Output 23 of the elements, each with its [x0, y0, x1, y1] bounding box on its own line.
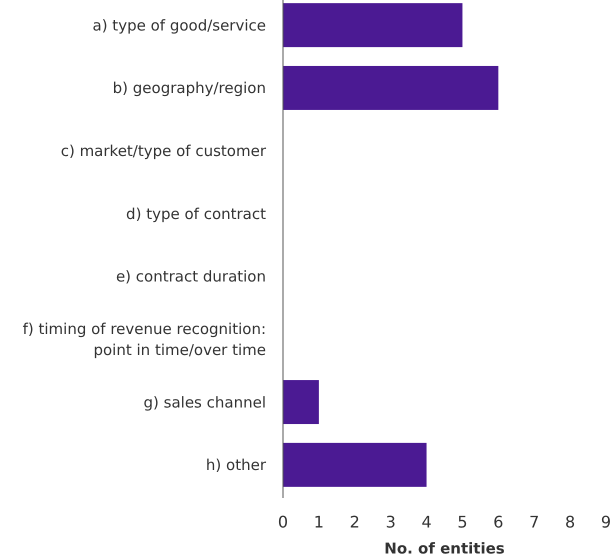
y-tick-label: b) geography/region: [112, 79, 266, 98]
y-tick-label: g) sales channel: [144, 393, 266, 412]
x-tick-label: 3: [386, 512, 396, 532]
bar: [283, 442, 427, 487]
x-tick-label: 8: [565, 512, 576, 532]
y-tick-label: e) contract duration: [116, 268, 266, 286]
x-tick-label: 6: [493, 512, 504, 532]
y-tick-label: d) type of contract: [126, 204, 266, 223]
y-tick-label: c) market/type of customer: [60, 142, 267, 160]
y-tick-label: h) other: [206, 456, 267, 474]
x-tick-label: 5: [457, 512, 468, 532]
x-tick-label: 1: [314, 512, 324, 532]
x-tick-label: 4: [421, 512, 432, 532]
bar: [283, 3, 462, 48]
bar: [283, 66, 498, 110]
x-tick-label: 9: [600, 512, 612, 532]
x-tick-label: 2: [350, 512, 360, 532]
x-tick-label: 7: [529, 512, 540, 532]
x-axis-title: No. of entities: [384, 539, 505, 558]
bar: [283, 380, 319, 424]
y-tick-label: f) timing of revenue recognition: point in time/over time: [22, 320, 266, 359]
x-tick-label: 0: [278, 512, 288, 532]
y-tick-label: a) type of good/service: [92, 16, 266, 34]
